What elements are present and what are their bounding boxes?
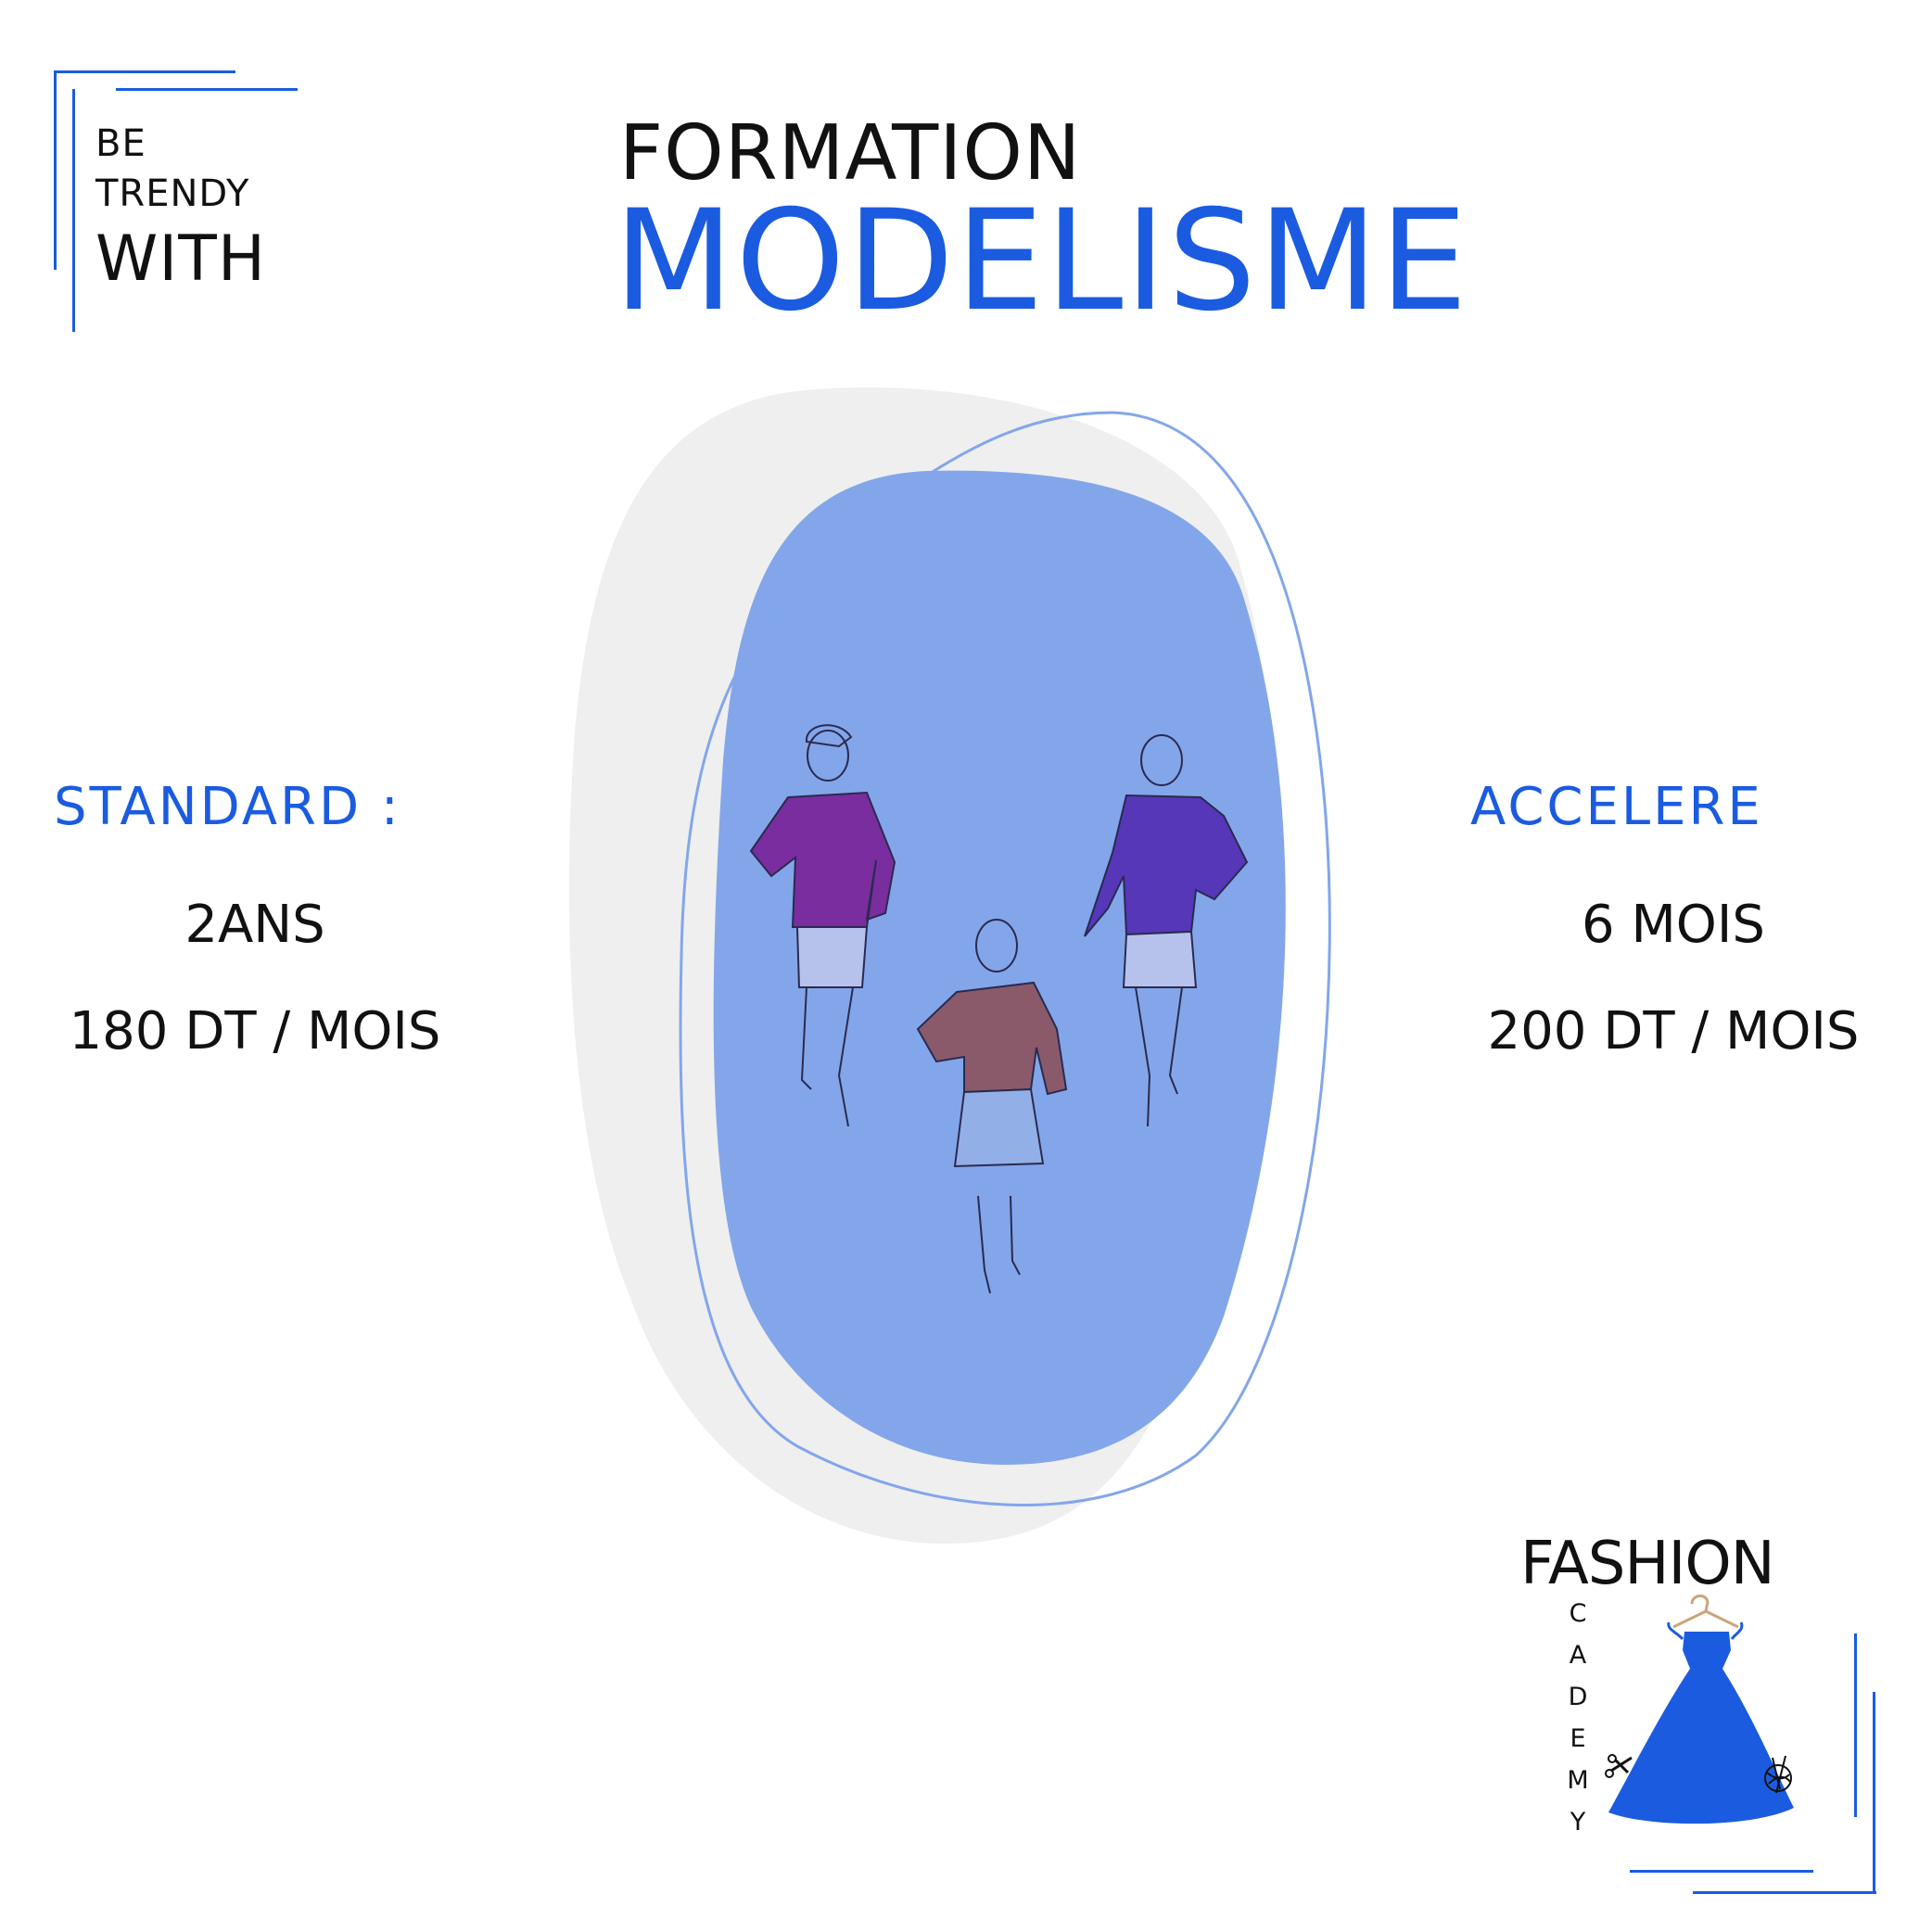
frame-line-right-2: [1873, 1692, 1875, 1894]
accelere-label: ACCELERE: [1470, 777, 1763, 837]
title-formation: FORMATION: [619, 109, 1082, 197]
logo-letter: M: [1567, 1766, 1589, 1795]
violet-jacket-figure: [1084, 734, 1249, 1127]
frame-line-left-1: [54, 72, 57, 270]
frame-line-top-2: [116, 88, 298, 91]
dress-logo-icon: [1605, 1595, 1794, 1824]
logo-letter: A: [1569, 1641, 1587, 1670]
logo-letter: D: [1568, 1683, 1588, 1711]
frame-line-bottom-1: [1630, 1870, 1813, 1873]
purple-jacket-figure: [749, 724, 896, 1127]
tagline-trendy: TRENDY: [95, 172, 250, 215]
frame-line-top-1: [54, 70, 235, 73]
tagline-with: WITH: [95, 222, 266, 296]
logo-academy-letters: C A D E M Y: [1564, 1593, 1592, 1843]
standard-duration: 2ANS: [184, 895, 325, 955]
frame-line-right-1: [1854, 1633, 1857, 1817]
logo-letter: C: [1569, 1599, 1587, 1628]
title-modelisme: MODELISME: [614, 181, 1469, 342]
accelere-price: 200 DT / MOIS: [1487, 1001, 1860, 1061]
logo-letter: E: [1570, 1724, 1586, 1753]
tagline-be: BE: [95, 122, 146, 165]
frame-line-bottom-2: [1693, 1891, 1876, 1894]
frame-line-left-2: [72, 89, 75, 332]
logo-fashion-word: FASHION: [1520, 1530, 1775, 1598]
standard-label: STANDARD :: [54, 777, 401, 837]
brown-jacket-figure: [916, 919, 1068, 1294]
standard-price: 180 DT / MOIS: [69, 1001, 441, 1061]
outline-blob: [679, 411, 1331, 1506]
accelere-duration: 6 MOIS: [1582, 895, 1765, 955]
logo-letter: Y: [1570, 1808, 1586, 1837]
